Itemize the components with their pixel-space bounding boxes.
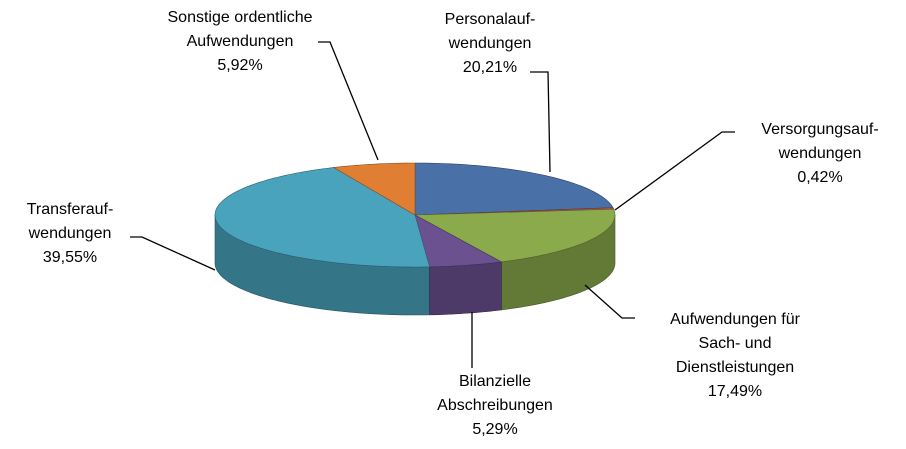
value-label: 5,92%: [217, 57, 262, 74]
value-label: 5,29%: [472, 421, 517, 438]
slice-side: [429, 261, 502, 316]
slice: [414, 162, 614, 216]
slice-label: Sonstige ordentliche Aufwendungen: [168, 9, 313, 50]
slice-label: Bilanzielle Abschreibungen: [437, 373, 553, 414]
value-label: 20,21%: [463, 59, 517, 76]
leader-line: [318, 41, 379, 161]
slice: [413, 208, 616, 263]
leader-line: [130, 236, 216, 271]
value-label: 39,55%: [43, 249, 97, 266]
slice: [414, 214, 503, 268]
slice: [332, 162, 416, 216]
value-label: 0,42%: [797, 169, 842, 186]
slice-label: Versorgungsauf-wendungen: [761, 121, 878, 162]
leader-line: [614, 131, 735, 211]
leader-line: [530, 71, 551, 173]
leader-line: [584, 284, 635, 319]
slice-label: Transferauf-wendungen: [27, 201, 114, 242]
slice-label: Aufwendungen für Sach- und Dienstleistunge…: [670, 311, 801, 376]
slice-label: Personalauf-wendungen: [445, 11, 536, 52]
value-label: 17,49%: [708, 383, 762, 400]
